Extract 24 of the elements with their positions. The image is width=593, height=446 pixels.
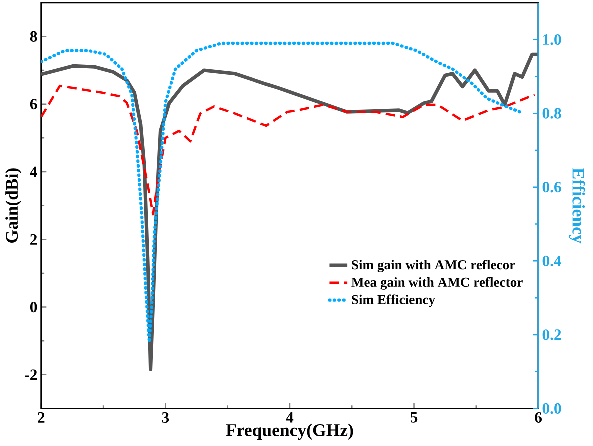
x-tick-label: 5	[410, 412, 418, 424]
x-axis-title: Frequency(GHz)	[226, 424, 354, 440]
y-tick-label: 0	[30, 302, 38, 313]
y2-tick-label: 0.2	[542, 330, 562, 340]
legend-label: Sim gain with AMC reflecor	[352, 260, 516, 273]
y-tick-label: 8	[30, 32, 38, 42]
x-tick-label: 4	[286, 412, 294, 423]
legend-label: Sim Efficiency	[352, 294, 436, 308]
y2-axis-title: Efficiency	[568, 168, 586, 244]
x-tick-label: 3	[162, 412, 170, 424]
x-tick-label: 2	[38, 412, 45, 424]
y-tick-label: 4	[30, 167, 38, 178]
line-series	[41, 85, 536, 216]
y-tick-label: -2	[25, 370, 38, 380]
y2-tick-label: 0.4	[542, 256, 562, 267]
legend-label: Mea gain with AMC reflector	[352, 278, 523, 290]
y-tick-label: 2	[30, 234, 38, 246]
y2-tick-label: 1.0	[543, 34, 562, 46]
y-tick-label: 6	[30, 99, 38, 110]
x-tick-label: 6	[535, 412, 542, 424]
y2-tick-label: 0.8	[542, 108, 562, 120]
y2-tick-label: 0.6	[542, 182, 562, 193]
y-axis-title: Gain(dBi)	[6, 168, 22, 244]
y2-tick-label: 0.0	[542, 404, 562, 414]
